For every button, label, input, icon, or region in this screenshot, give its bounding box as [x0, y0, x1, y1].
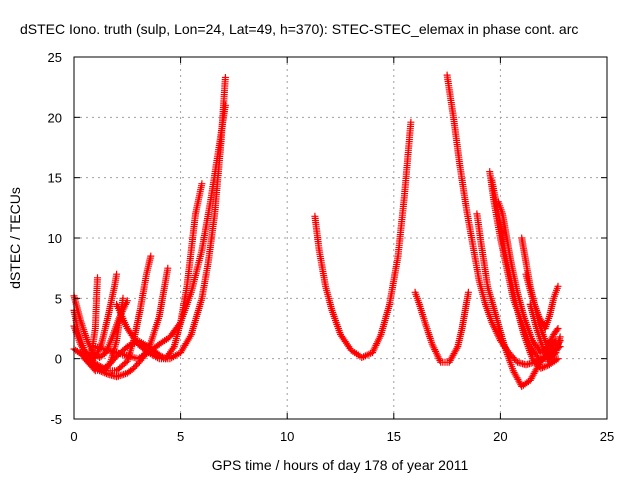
marks-layer [70, 71, 564, 390]
x-tick-label: 10 [280, 429, 294, 444]
data-series [411, 288, 472, 366]
data-point-markers [91, 101, 229, 363]
x-tick-label: 15 [387, 429, 401, 444]
x-tick-label: 0 [70, 429, 77, 444]
data-series [526, 300, 564, 365]
data-point-markers [526, 300, 564, 365]
x-tick-label: 25 [600, 429, 614, 444]
data-series [91, 101, 229, 363]
y-tick-label: 10 [48, 231, 62, 246]
x-tick-label: 20 [493, 429, 507, 444]
y-axis-label: dSTEC / TECUs [7, 187, 23, 289]
y-tick-label: 20 [48, 110, 62, 125]
data-point-markers [311, 118, 415, 361]
data-point-markers [522, 270, 562, 332]
data-series [81, 180, 206, 375]
data-point-markers [411, 288, 472, 366]
data-series [522, 270, 562, 332]
y-tick-label: 15 [48, 171, 62, 186]
x-axis-label: GPS time / hours of day 178 of year 2011 [212, 457, 469, 473]
y-tick-label: 0 [55, 352, 62, 367]
ticks-layer: 0 5 10 15 20 25 -5 0 5 10 15 20 25 [48, 50, 615, 444]
data-point-markers [81, 180, 206, 375]
data-series [311, 118, 415, 361]
y-tick-label: 25 [48, 50, 62, 65]
y-tick-label: -5 [50, 412, 62, 427]
chart-title: dSTEC Iono. truth (sulp, Lon=24, Lat=49,… [20, 21, 578, 37]
y-tick-label: 5 [55, 291, 62, 306]
x-tick-label: 5 [177, 429, 184, 444]
